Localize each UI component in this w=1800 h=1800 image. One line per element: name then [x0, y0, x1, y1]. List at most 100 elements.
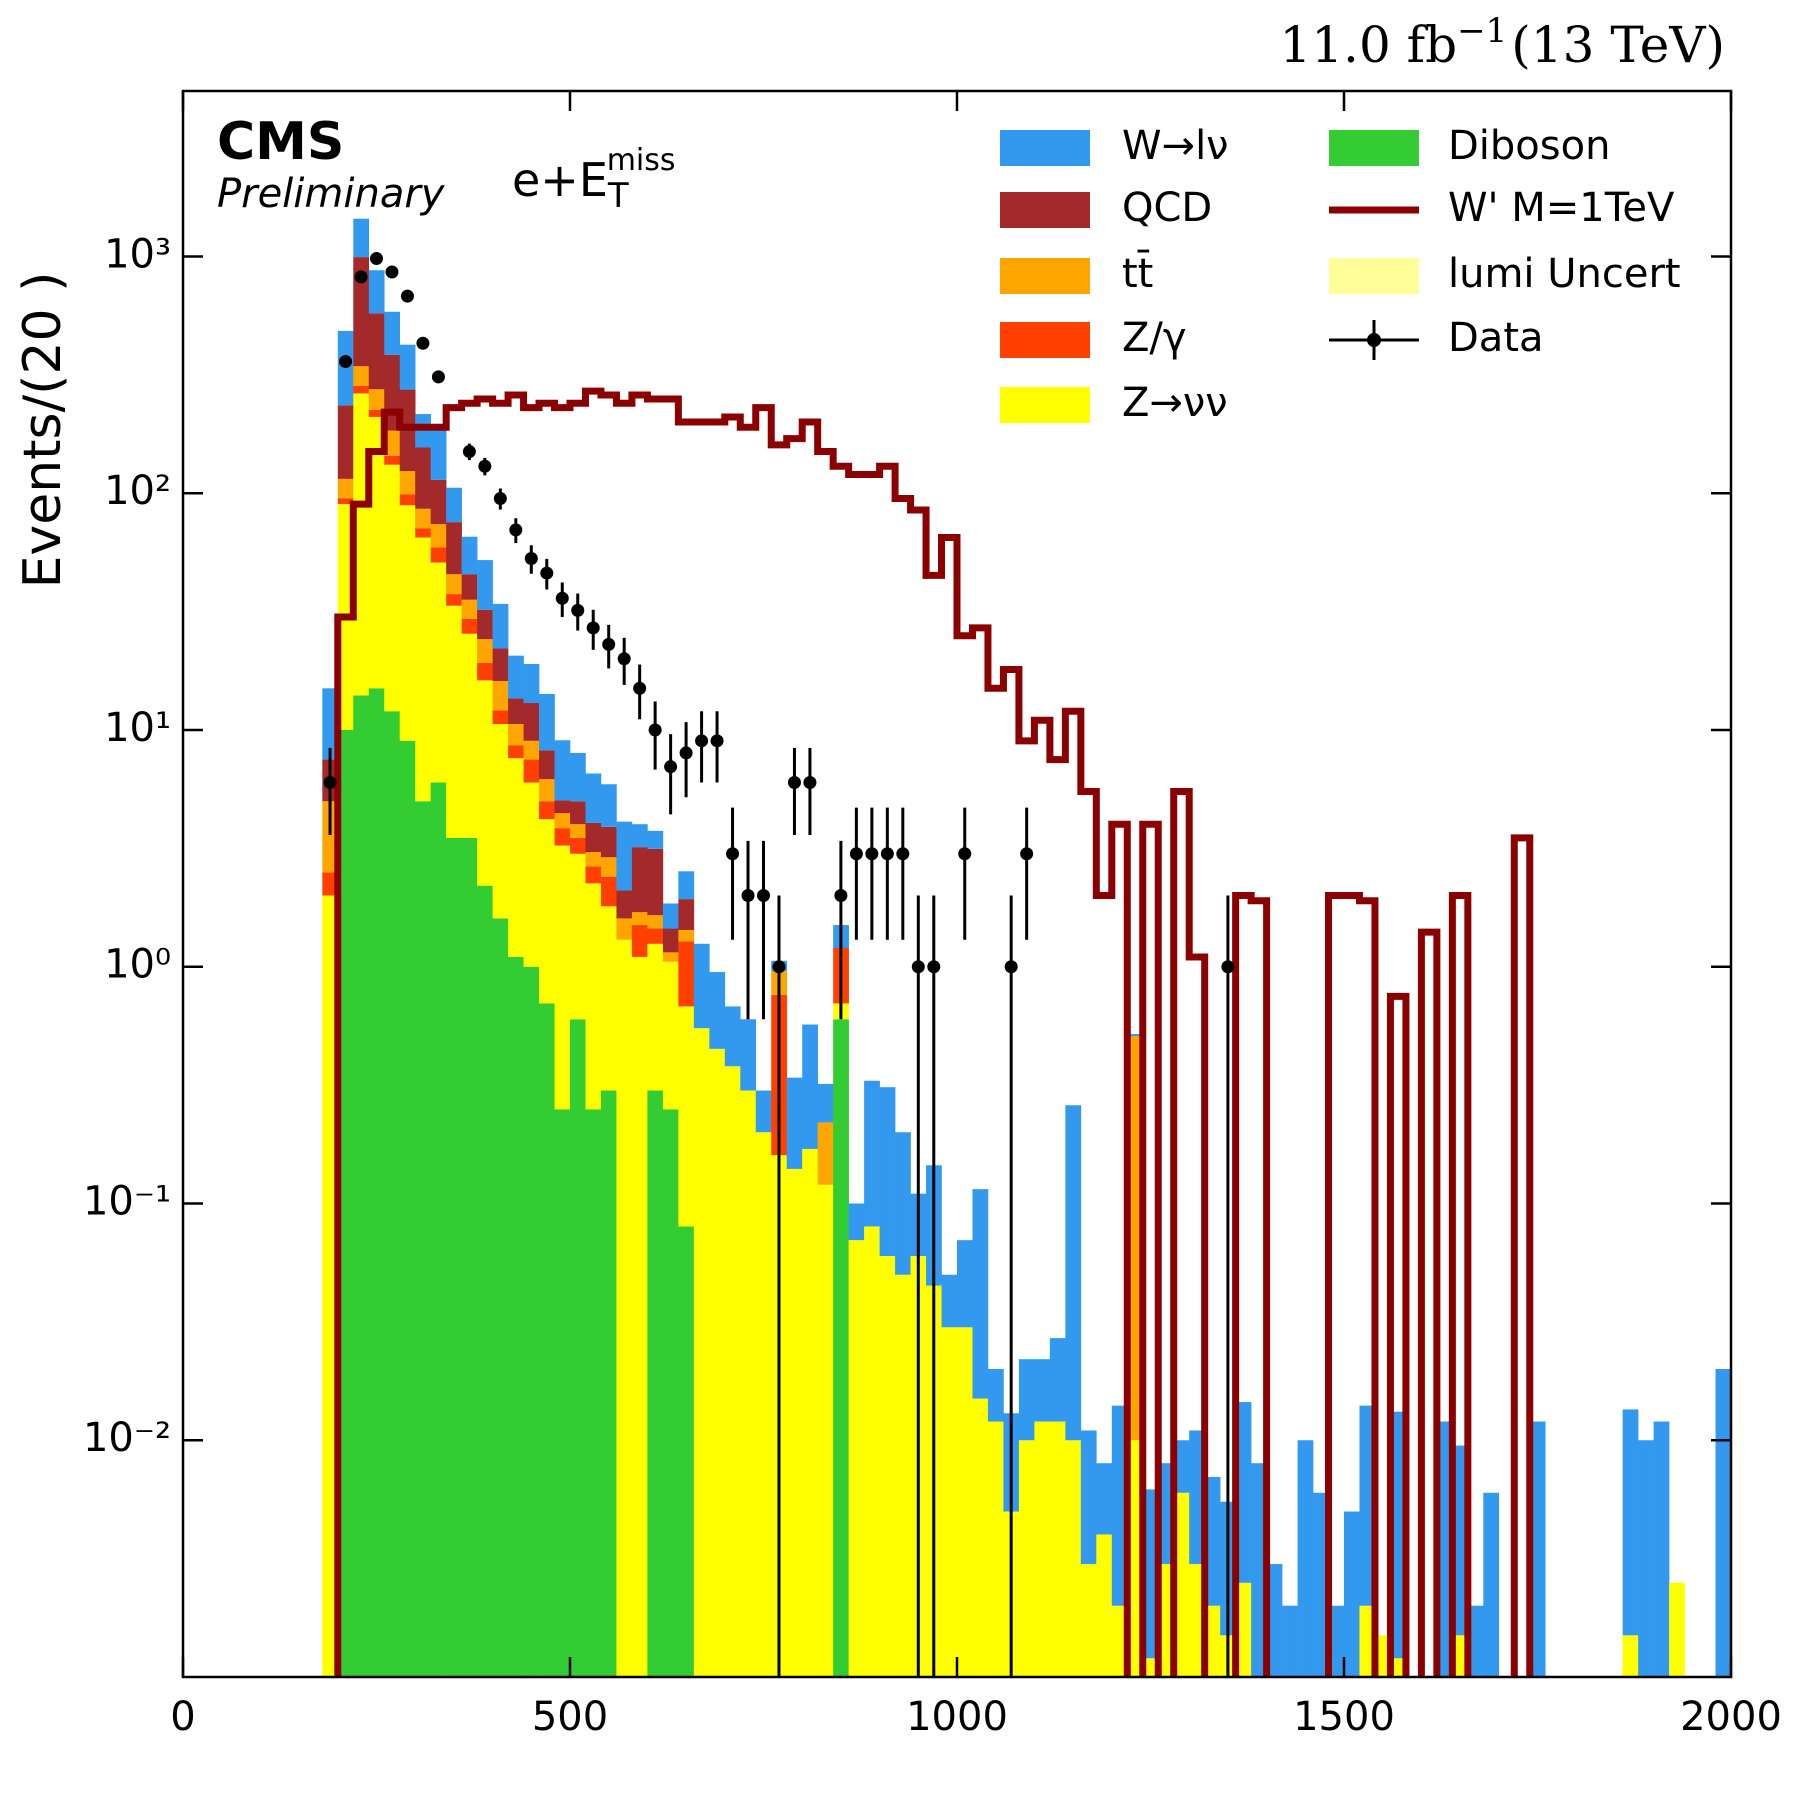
histogram-segment — [322, 895, 339, 1677]
histogram-segment — [322, 801, 339, 873]
histogram-segment — [724, 1006, 741, 1067]
histogram-segment — [399, 505, 416, 741]
histogram-segment — [957, 1327, 973, 1677]
histogram-segment — [508, 698, 524, 724]
histogram-segment — [508, 745, 524, 759]
histogram-segment — [833, 1019, 849, 1677]
data-point — [865, 847, 879, 861]
histogram-segment — [337, 330, 354, 406]
histogram-segment — [631, 824, 648, 848]
histogram-segment — [678, 1226, 695, 1677]
histogram-segment — [384, 311, 401, 355]
histogram-segment — [554, 1109, 571, 1677]
data-point — [1221, 960, 1235, 974]
histogram-segment — [864, 1080, 880, 1227]
data-point — [617, 652, 631, 666]
histogram-segment — [647, 928, 664, 944]
histogram-segment — [477, 609, 493, 640]
histogram-segment — [508, 956, 524, 1677]
histogram-segment — [523, 703, 540, 741]
histogram-segment — [616, 821, 633, 891]
histogram-segment — [337, 478, 354, 499]
histogram-segment — [1158, 1463, 1175, 1565]
histogram-segment — [848, 1203, 865, 1241]
plot-area — [322, 218, 1731, 1677]
histogram-segment — [585, 773, 602, 823]
histogram-segment — [1080, 1430, 1097, 1565]
histogram-segment — [554, 813, 571, 829]
histogram-segment — [1669, 1582, 1685, 1677]
histogram-segment — [678, 899, 695, 930]
histogram-segment — [337, 405, 354, 479]
legend-swatch — [1329, 258, 1419, 294]
histogram-segment — [647, 915, 664, 929]
histogram-segment — [755, 1132, 772, 1677]
histogram-segment — [353, 218, 370, 258]
histogram-segment — [802, 1024, 818, 1149]
histogram-segment — [415, 528, 431, 538]
histogram-segment — [631, 847, 648, 913]
histogram-segment — [570, 853, 586, 1020]
data-point — [664, 760, 678, 774]
data-point — [1020, 847, 1034, 861]
histogram-segment — [415, 801, 431, 1677]
legend-swatch — [1000, 258, 1090, 294]
histogram-segment — [446, 522, 462, 575]
histogram-segment — [570, 752, 586, 802]
histogram-segment — [1127, 1033, 1144, 1036]
legend-label: Diboson — [1448, 123, 1610, 169]
data-point — [400, 289, 414, 303]
histogram-segment — [368, 270, 385, 314]
histogram-segment — [616, 939, 633, 1677]
legend-label: Data — [1448, 315, 1544, 361]
histogram-segment — [678, 941, 695, 1007]
histogram-segment — [399, 344, 416, 390]
histogram-segment — [817, 1083, 834, 1123]
legend-swatch — [1000, 192, 1090, 228]
status-label: Preliminary — [217, 171, 446, 217]
histogram-segment — [1034, 1421, 1051, 1677]
data-point — [803, 776, 817, 790]
histogram-segment — [1127, 1035, 1144, 1441]
histogram-segment — [1111, 1605, 1128, 1677]
data-point — [896, 847, 910, 861]
histogram-segment — [508, 655, 524, 699]
data-point — [911, 960, 925, 974]
histogram-segment — [1189, 1430, 1205, 1565]
histogram-segment — [1266, 1564, 1283, 1677]
histogram-segment — [492, 710, 509, 724]
histogram-segment — [600, 906, 617, 1091]
histogram-segment — [477, 680, 493, 886]
legend: W→lν QCD tt̄ Z/γ Z→νν Diboson W' M=1TeV lumi Un… — [1000, 123, 1681, 426]
histogram-segment — [368, 688, 385, 1677]
histogram-segment — [446, 487, 462, 523]
data-point — [586, 621, 600, 635]
histogram-segment — [539, 693, 555, 751]
histogram-segment — [1436, 1421, 1453, 1677]
data-point — [834, 888, 848, 902]
legend-label: W' M=1TeV — [1448, 185, 1675, 231]
histogram-segment — [1622, 1635, 1639, 1677]
histogram-segment — [1018, 1440, 1035, 1677]
histogram-segment — [1142, 1489, 1159, 1659]
legend-swatch — [1000, 322, 1090, 358]
histogram-segment — [1065, 1105, 1082, 1441]
histogram-segment — [600, 876, 617, 907]
histogram-segment — [1049, 1338, 1066, 1422]
data-point — [385, 265, 399, 279]
histogram-segment — [1359, 1405, 1376, 1606]
legend-swatch — [1000, 130, 1090, 166]
histogram-segment — [353, 393, 370, 696]
histogram-segment — [1374, 1635, 1391, 1677]
histogram-segment — [461, 633, 478, 838]
histogram-segment — [1483, 1492, 1500, 1677]
histogram-segment — [1189, 1564, 1205, 1677]
histogram-segment — [864, 1226, 880, 1677]
histogram-segment — [492, 918, 509, 1677]
y-tick-label: 10⁻² — [83, 1415, 171, 1461]
histogram-segment — [1080, 1564, 1097, 1677]
data-point — [540, 566, 554, 580]
histogram-segment — [1111, 1405, 1128, 1606]
histogram-segment — [1390, 1658, 1407, 1677]
histogram-segment — [1049, 1421, 1066, 1677]
